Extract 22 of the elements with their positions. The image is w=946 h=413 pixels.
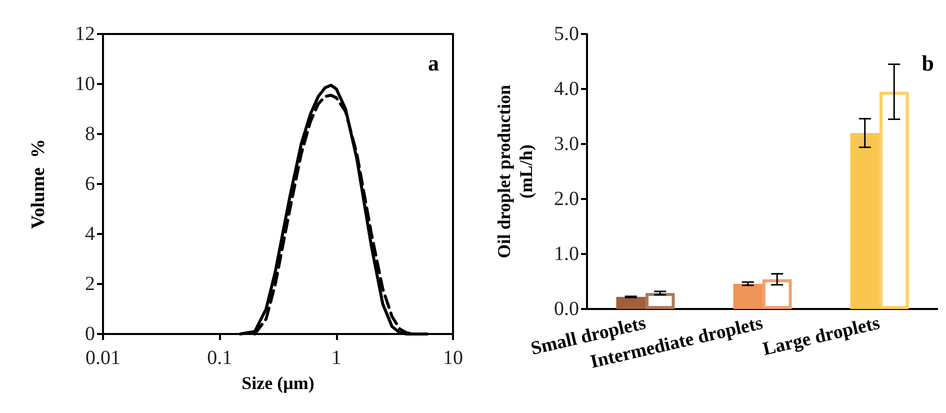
y-tick-label: 0.0 — [554, 298, 579, 320]
y-tick-label: 1.0 — [554, 243, 579, 265]
y-tick-label: 4.0 — [554, 78, 579, 100]
x-tick-label: 10 — [443, 347, 463, 369]
y-axis-title: Oil droplet production (mL/h) — [494, 84, 536, 258]
y-tick-label: 0 — [85, 323, 95, 345]
y-tick-label: 6 — [85, 173, 95, 195]
y-tick-label: 2.0 — [554, 188, 579, 210]
x-tick-label: 1 — [331, 347, 342, 369]
y-tick-label: 5.0 — [554, 23, 579, 45]
y-tick-label: 3.0 — [554, 133, 579, 155]
y-tick-label: 4 — [85, 223, 95, 245]
y-tick-label: 8 — [85, 123, 95, 145]
x-tick-label: 0.01 — [86, 347, 120, 369]
x-axis-title: Size (μm) — [242, 373, 314, 393]
y-tick-label: 2 — [85, 273, 95, 295]
y-tick-label: 10 — [75, 73, 95, 95]
annotation: b — [922, 50, 934, 76]
annotation: a — [428, 50, 439, 76]
y-tick-label: 12 — [75, 23, 95, 45]
x-tick-label: 0.1 — [207, 347, 232, 369]
y-axis-title: Volume % — [28, 138, 49, 230]
